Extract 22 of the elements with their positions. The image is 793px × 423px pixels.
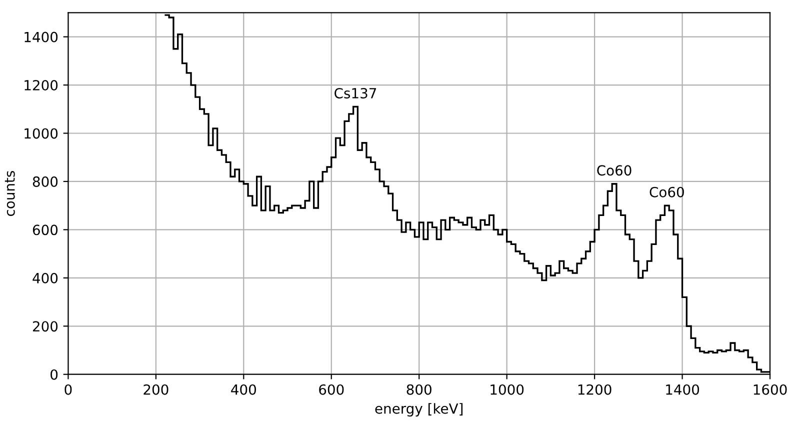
x-tick-label: 0 xyxy=(64,384,72,395)
y-axis-title: counts xyxy=(4,170,15,216)
x-tick-label: 1000 xyxy=(490,384,524,395)
y-tick-label: 1400 xyxy=(24,32,58,42)
annotation: Co60 xyxy=(650,186,684,198)
y-tick-label: 200 xyxy=(32,321,58,332)
annotation: Cs137 xyxy=(334,88,376,98)
x-tick-label: 800 xyxy=(406,384,432,395)
x-axis-title: energy [keV] xyxy=(375,403,463,417)
y-tick-label: 600 xyxy=(32,224,58,236)
y-tick-label: 1000 xyxy=(24,128,58,139)
x-tick-label: 600 xyxy=(319,384,344,395)
x-tick-label: 1600 xyxy=(754,384,787,395)
y-tick-label: 0 xyxy=(50,369,58,380)
x-tick-label: 1200 xyxy=(578,384,612,395)
x-tick-label: 200 xyxy=(144,384,168,395)
annotation: Co60 xyxy=(597,165,632,176)
y-tick-label: 800 xyxy=(32,176,58,187)
y-tick-label: 1200 xyxy=(24,80,58,90)
x-tick-label: 400 xyxy=(231,384,256,395)
x-tick-label: 1400 xyxy=(666,384,700,395)
y-tick-label: 400 xyxy=(32,272,58,284)
